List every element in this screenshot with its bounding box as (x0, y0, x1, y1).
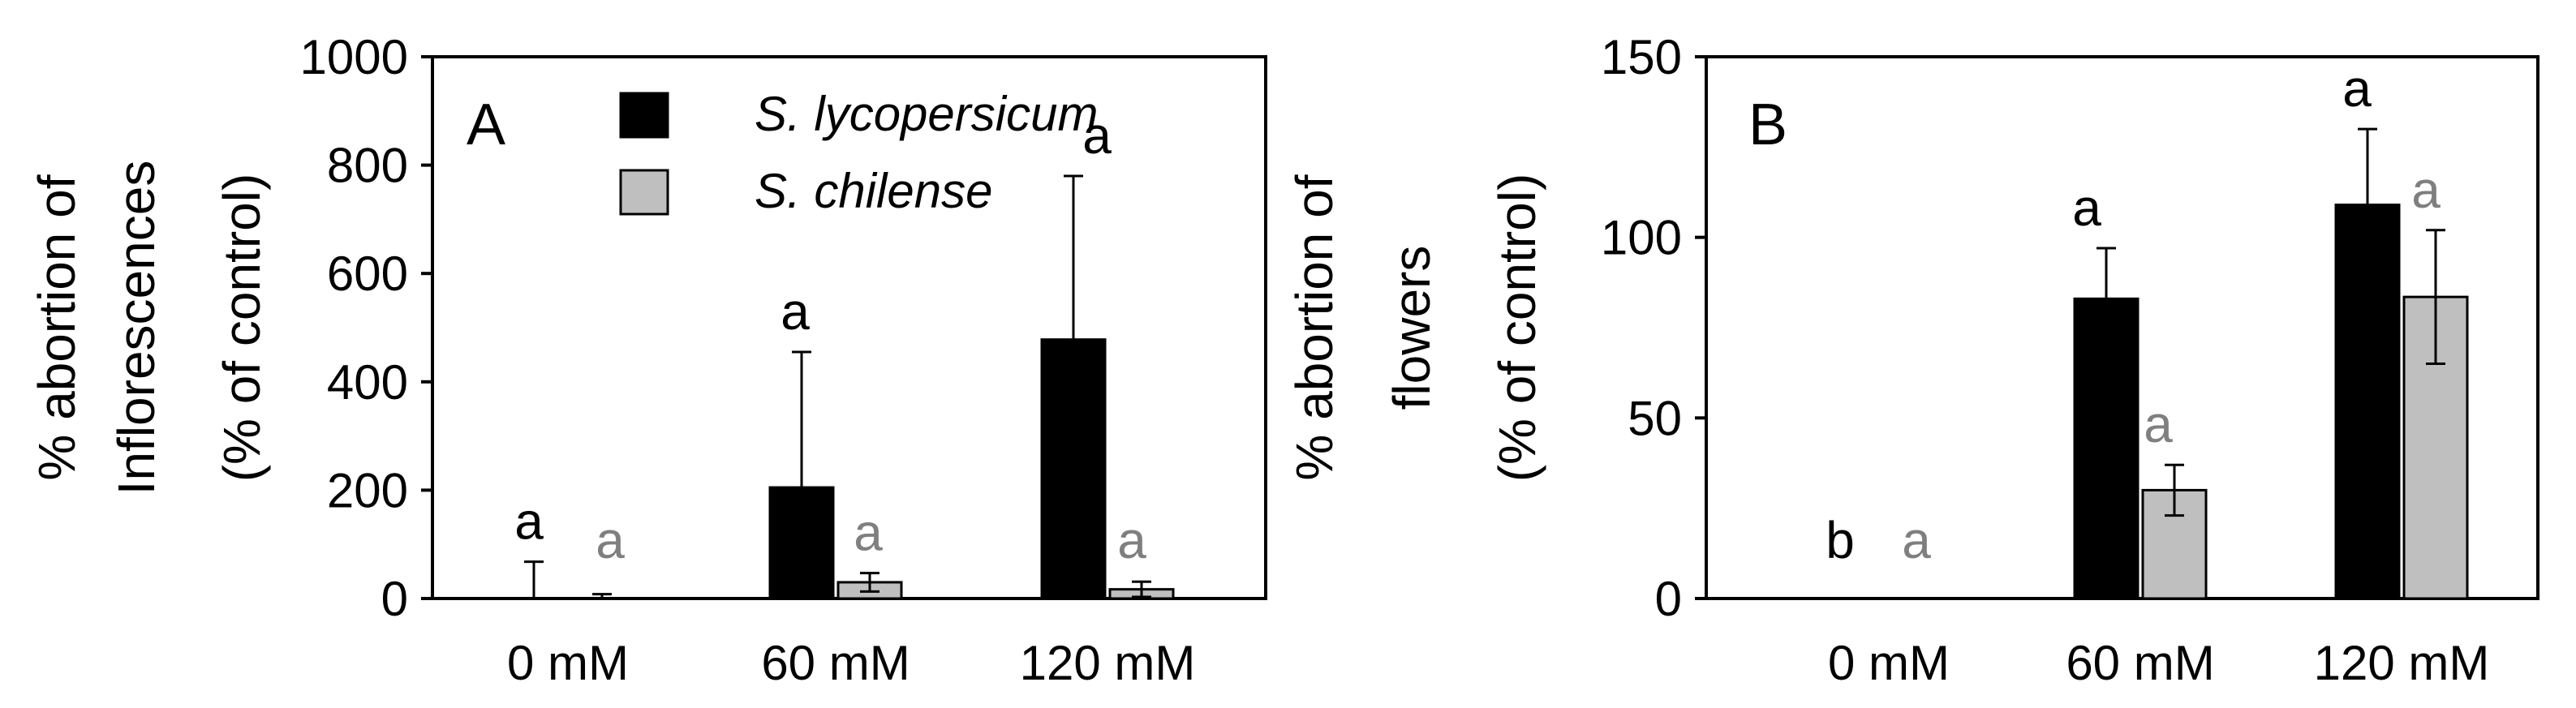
x-tick-label: 0 mM (507, 636, 629, 690)
bar-lycopersicum (768, 486, 835, 600)
y-tick-label: 600 (327, 247, 408, 301)
y-tick-label: 0 (381, 572, 408, 626)
bar-lycopersicum (2073, 297, 2139, 600)
y-axis-label-line: flowers (1383, 246, 1441, 410)
significance-letter: a (2342, 59, 2372, 118)
panel-b: 0 50 100 150 0 mM 60 mM 120 mM % abortion of flo… (1285, 30, 2539, 690)
significance-letter: a (2411, 161, 2441, 219)
y-tick-label: 800 (327, 139, 408, 193)
y-tick-label: 200 (327, 463, 408, 517)
y-axis-label-line: (% of control) (213, 174, 271, 483)
x-tick-label: 0 mM (1828, 636, 1950, 690)
y-axis-label-line: Inflorescences (107, 161, 166, 496)
y-axis-label-line: % abortion of (28, 174, 86, 480)
legend-swatch (619, 92, 669, 139)
significance-letter: a (1082, 106, 1112, 165)
y-tick-label: 0 (1655, 572, 1682, 626)
bar-chilense (2141, 488, 2208, 600)
significance-letter: a (1117, 511, 1146, 569)
panel-letter: A (467, 92, 505, 157)
significance-letter: a (514, 492, 544, 551)
significance-letter: a (596, 511, 625, 569)
y-tick-label: 150 (1601, 30, 1682, 84)
legend-label: S. lycopersicum (755, 87, 1098, 141)
bar-lycopersicum (2334, 204, 2401, 600)
x-tick-label: 60 mM (2066, 636, 2214, 690)
legend-swatch (619, 169, 669, 216)
y-tick-label: 50 (1628, 391, 1682, 445)
significance-letter: b (1826, 511, 1855, 569)
y-axis-label-line: (% of control) (1488, 174, 1546, 483)
panel-letter: B (1748, 92, 1787, 157)
panel-a: 0 200 400 600 800 1000 0 mM 60 mM 120 mM % aborti… (28, 30, 1267, 690)
y-axis-label-line: % abortion of (1285, 174, 1344, 480)
y-tick-label: 100 (1601, 211, 1682, 265)
legend: S. lycopersicum S. chilense (619, 87, 1098, 218)
y-tick-label: 400 (327, 355, 408, 410)
x-tick-label: 120 mM (2314, 636, 2490, 690)
x-tick-label: 60 mM (761, 636, 910, 690)
y-tick-label: 1000 (300, 30, 408, 84)
significance-letter: a (1902, 511, 1931, 569)
significance-letter: a (854, 504, 883, 562)
significance-letter: a (2072, 178, 2101, 237)
legend-label: S. chilense (755, 164, 993, 218)
significance-letter: a (781, 282, 810, 341)
x-tick-label: 120 mM (1020, 636, 1196, 690)
significance-letter: a (2144, 395, 2173, 453)
bar-lycopersicum (1040, 338, 1107, 600)
